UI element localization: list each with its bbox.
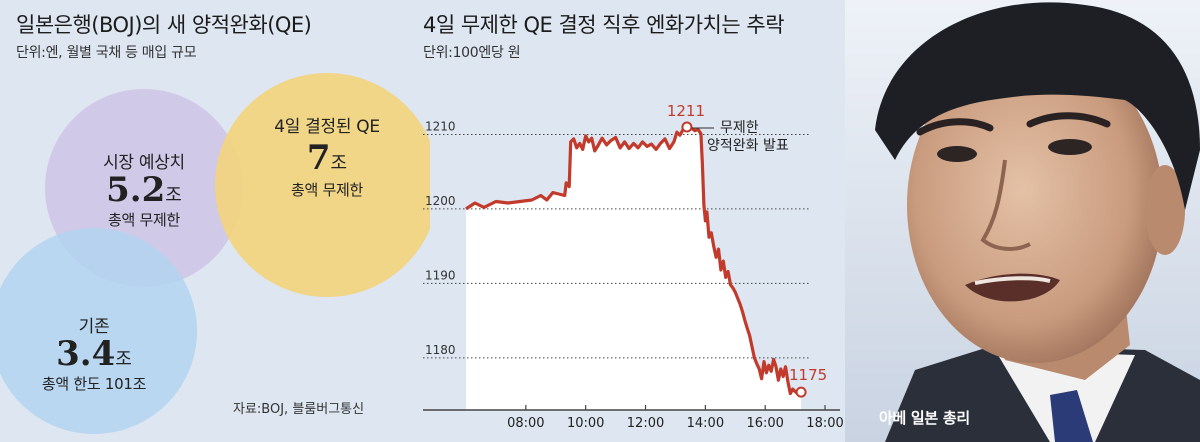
- photo-caption: 아베 일본 총리: [879, 409, 970, 427]
- x-tick-label: 12:00: [627, 416, 664, 431]
- peak-value-label: 1211: [667, 102, 705, 120]
- bubble-new-qe: [215, 73, 430, 297]
- right-eye: [1048, 139, 1092, 155]
- left-eyebrow: [916, 118, 994, 136]
- bubble-label: 시장 예상치: [103, 153, 185, 173]
- event-label-line1: 무제한: [720, 120, 759, 136]
- chart-area-fill: [466, 127, 802, 410]
- source-note: 자료:BOJ, 블룸버그통신: [233, 402, 365, 417]
- end-value-label: 1175: [789, 366, 827, 384]
- bubble-panel-title: 일본은행(BOJ)의 새 양적완화(QE): [16, 13, 312, 37]
- chart-title: 4일 무제한 QE 결정 직후 엔화가치는 추락: [423, 13, 785, 37]
- y-tick-label: 1200: [425, 194, 456, 208]
- y-tick-label: 1180: [425, 343, 456, 357]
- bubble-label: 4일 결정된 QE: [274, 117, 380, 137]
- nose: [980, 159, 1031, 251]
- y-tick-label: 1190: [425, 268, 456, 282]
- bubble-value: 7조: [306, 138, 348, 178]
- bubble-previous-qe-text: 기존 3.4조 총액 한도 101조: [14, 312, 174, 394]
- bubble-note: 총액 무제한: [291, 180, 363, 199]
- x-tick-label: 14:00: [687, 416, 724, 431]
- hair: [875, 2, 1200, 210]
- right-eyebrow: [1026, 112, 1111, 128]
- x-tick-label: 16:00: [746, 416, 783, 431]
- portrait-photo: [845, 0, 1200, 442]
- event-label-line2: 양적완화 발표: [707, 138, 789, 154]
- bubble-market-estimate-text: 시장 예상치 5.2조 총액 무제한: [64, 148, 224, 230]
- bubble-value: 5.2조: [106, 170, 182, 210]
- bubble-panel-subtitle: 단위:엔, 월별 국채 등 매입 규모: [16, 45, 197, 61]
- bubble-note: 총액 한도 101조: [41, 374, 147, 393]
- bubble-new-qe-text: 4일 결정된 QE 7조 총액 무제한: [247, 112, 407, 200]
- end-marker: [795, 386, 807, 398]
- necktie: [1050, 390, 1093, 442]
- bubble-previous-qe: [0, 228, 197, 434]
- bubble-label: 기존: [78, 317, 110, 337]
- chart-subtitle: 단위:100엔당 원: [423, 45, 521, 61]
- x-tick-label: 18:00: [806, 416, 843, 431]
- bubble-value: 3.4조: [56, 334, 132, 374]
- x-tick-label: 10:00: [567, 416, 604, 431]
- x-tick-label: 08:00: [507, 416, 544, 431]
- bubble-note: 총액 무제한: [108, 210, 180, 229]
- y-tick-label: 1210: [425, 119, 456, 133]
- ear: [1145, 165, 1185, 255]
- left-eye: [937, 146, 977, 162]
- peak-marker: [681, 121, 693, 133]
- bubble-circles: [0, 73, 430, 434]
- exchange-rate-chart: 1180 1190 1200 1210 08:00 10:00 12:00 14:00 16:0…: [423, 102, 844, 431]
- teeth: [974, 276, 1051, 285]
